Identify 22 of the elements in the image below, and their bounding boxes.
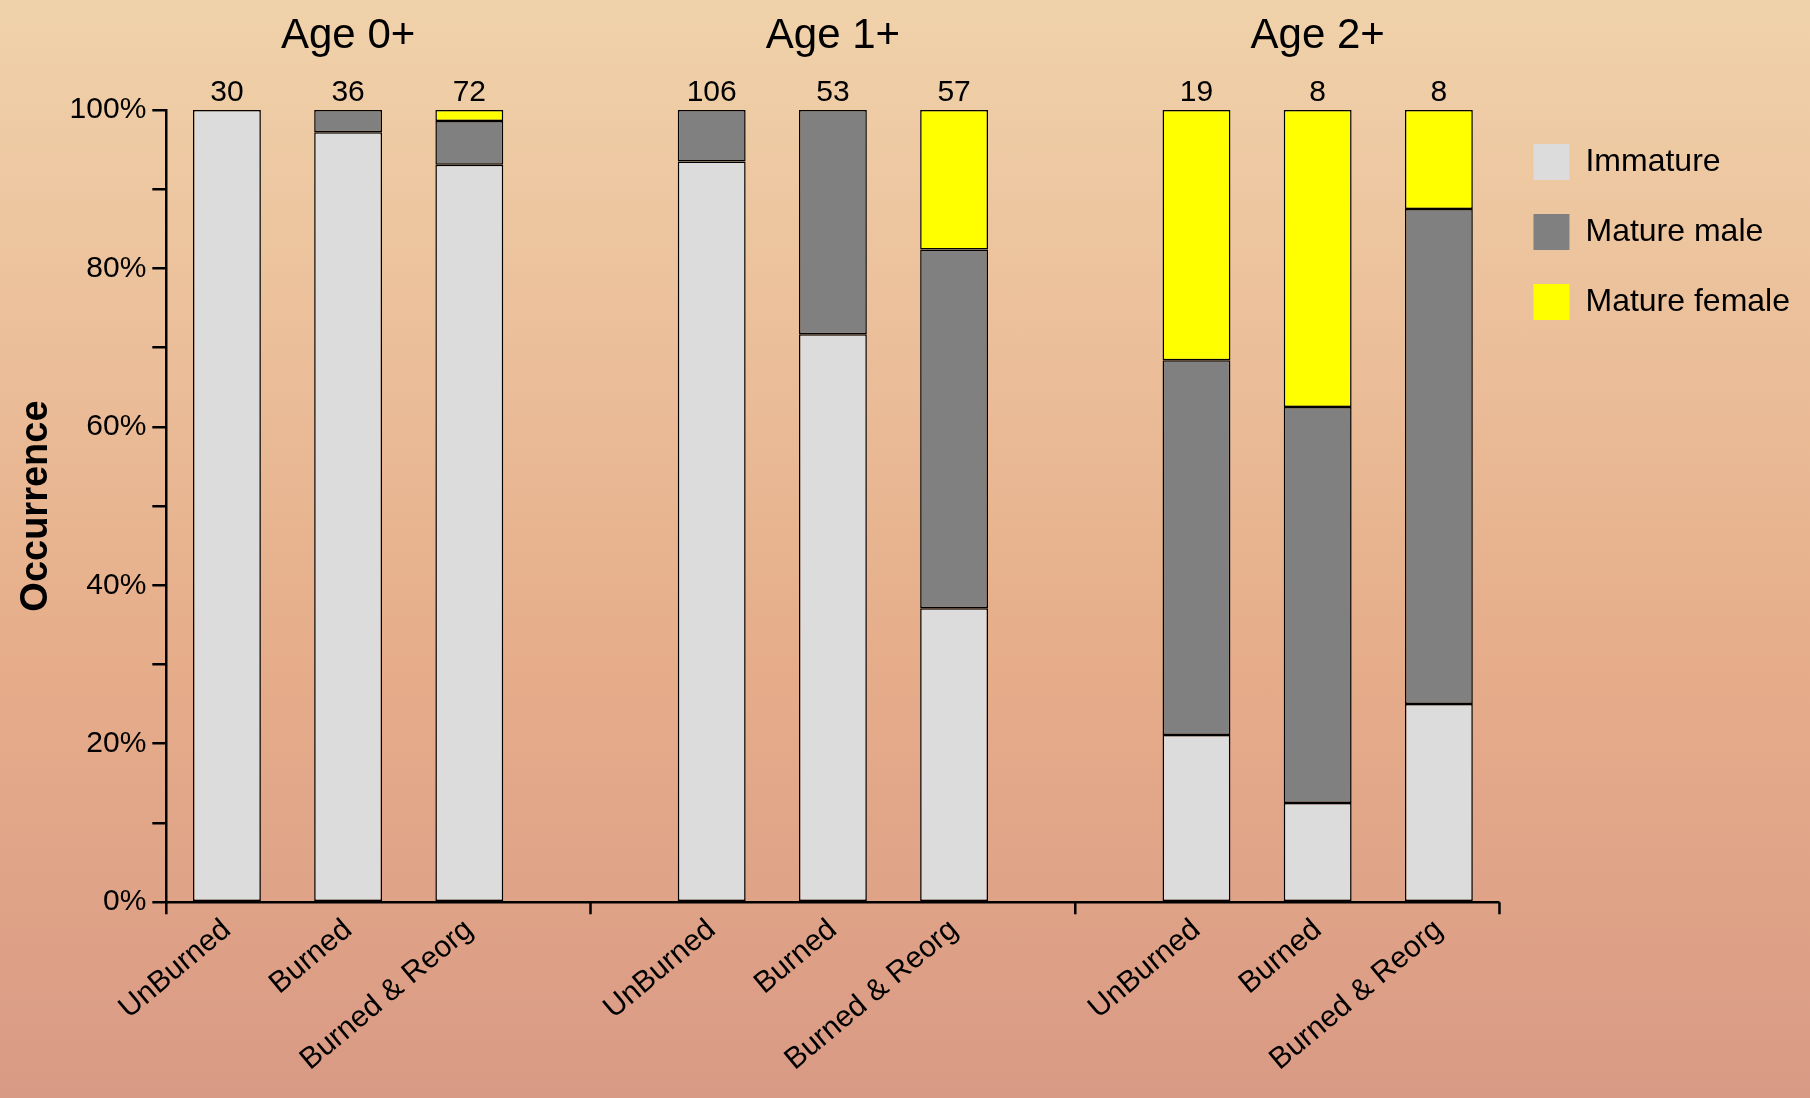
legend-label: Mature male [1585, 211, 1764, 248]
y-tick-label: 100% [69, 91, 147, 125]
legend-label: Immature [1585, 141, 1721, 178]
text: Age 2+ [1250, 10, 1385, 57]
y-axis-title: Occurrence [13, 400, 56, 612]
text: 106 [686, 74, 737, 108]
text: 19 [1179, 74, 1214, 108]
y-tick-label: 0% [102, 883, 147, 917]
legend-label: Mature female [1585, 281, 1790, 318]
y-tick-label: 20% [86, 724, 147, 758]
text: 8 [1309, 74, 1327, 108]
y-tick-label: 60% [86, 408, 147, 442]
text: Age 1+ [765, 10, 901, 57]
text: 8 [1430, 74, 1448, 108]
text: 53 [816, 74, 850, 108]
text: 57 [937, 74, 971, 108]
text: 30 [210, 74, 244, 108]
y-tick-label: 40% [86, 566, 147, 600]
y-tick-label: 80% [86, 249, 147, 283]
text: 72 [452, 74, 486, 108]
text: Age 0+ [280, 10, 416, 57]
text: 36 [331, 74, 365, 108]
